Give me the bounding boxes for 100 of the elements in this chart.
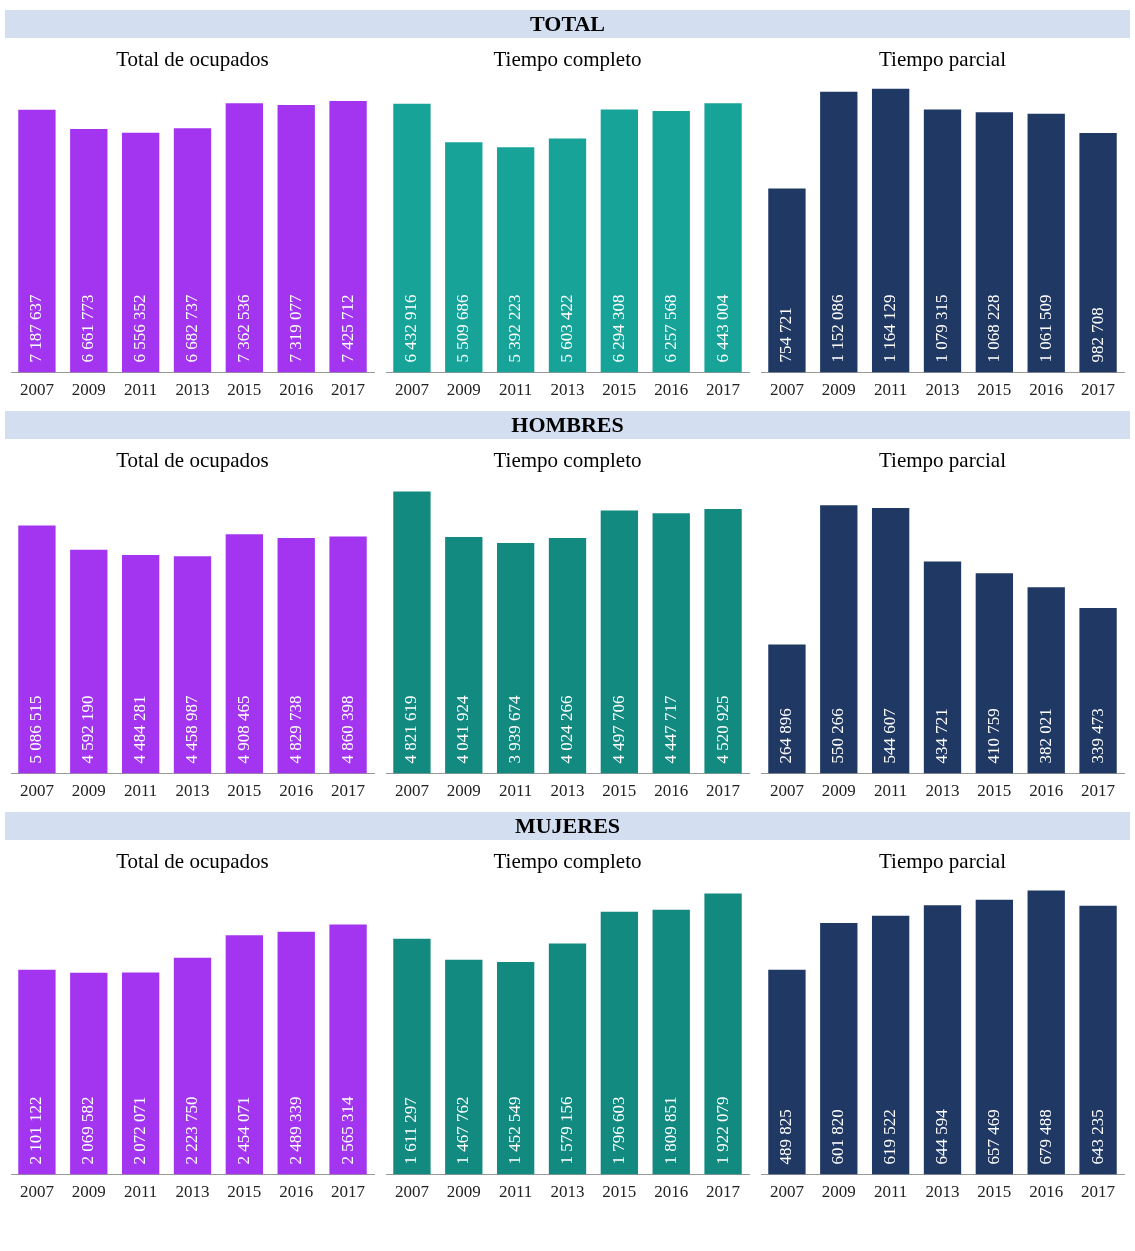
x-tick-label: 2017 <box>331 1182 366 1202</box>
x-tick-label: 2017 <box>1081 1182 1116 1202</box>
x-tick-label: 2017 <box>706 1182 741 1202</box>
bar <box>652 111 690 373</box>
x-tick-label: 2015 <box>977 380 1012 400</box>
data-label: 264 896 <box>776 708 796 764</box>
bar <box>121 554 160 774</box>
x-tick-label: 2011 <box>873 781 908 801</box>
data-label: 434 721 <box>931 708 951 764</box>
x-tick-label: 2016 <box>1029 1182 1064 1202</box>
data-label: 6 661 773 <box>78 294 98 363</box>
x-tick-label: 2011 <box>498 380 533 400</box>
bar <box>548 943 587 1175</box>
bar <box>121 972 160 1175</box>
x-tick-label: 2009 <box>71 1182 106 1202</box>
data-label: 1 579 156 <box>556 1096 576 1165</box>
x-tick-label: 2013 <box>925 781 960 801</box>
data-label: 7 187 637 <box>26 294 46 363</box>
x-tick-label: 2015 <box>602 1182 637 1202</box>
data-label: 2 223 750 <box>181 1096 201 1165</box>
bar <box>329 536 367 774</box>
bar <box>768 644 806 774</box>
bar <box>1027 113 1065 373</box>
bar <box>445 959 483 1175</box>
data-label: 1 079 315 <box>931 294 951 363</box>
data-label: 5 086 515 <box>26 695 46 764</box>
data-label: 1 152 086 <box>828 294 848 363</box>
x-tick-label: 2011 <box>123 781 158 801</box>
bar <box>975 899 1014 1175</box>
bar <box>923 905 962 1175</box>
bar <box>820 505 858 774</box>
data-label: 6 294 308 <box>608 294 628 363</box>
data-label: 4 041 924 <box>453 695 473 764</box>
bar <box>1027 890 1065 1175</box>
data-label: 643 235 <box>1087 1109 1107 1165</box>
data-label: 1 467 762 <box>453 1096 473 1165</box>
x-tick-label: 2007 <box>19 380 55 400</box>
chart-title: TOTAL <box>380 10 755 38</box>
x-tick-label: 2016 <box>279 781 314 801</box>
x-tick-label: 2011 <box>123 1182 158 1202</box>
bar <box>768 188 806 373</box>
x-tick-label: 2017 <box>706 781 741 801</box>
chart-subtitle: Tiempo completo <box>492 46 643 73</box>
x-tick-label: 2007 <box>769 781 805 801</box>
x-tick-label: 2016 <box>279 1182 314 1202</box>
data-label: 2 101 122 <box>26 1096 46 1165</box>
bar <box>548 538 587 774</box>
bar <box>600 510 639 774</box>
data-label: 489 825 <box>776 1109 796 1165</box>
data-label: 679 488 <box>1035 1109 1055 1165</box>
bar <box>393 491 431 774</box>
x-tick-label: 2011 <box>873 1182 908 1202</box>
bar <box>923 109 962 373</box>
data-label: 4 821 619 <box>401 695 421 764</box>
x-tick-label: 2007 <box>19 781 55 801</box>
data-label: 2 454 071 <box>233 1096 253 1165</box>
data-label: 754 721 <box>776 307 796 363</box>
bar <box>277 104 315 373</box>
bar <box>445 537 483 774</box>
data-label: 4 497 706 <box>608 695 628 764</box>
chart-subtitle: Tiempo parcial <box>878 848 1007 875</box>
bar <box>871 508 910 774</box>
data-label: 5 603 422 <box>556 294 576 363</box>
chart-subtitle: Tiempo parcial <box>878 447 1007 474</box>
bar <box>1079 132 1117 373</box>
x-tick-label: 2013 <box>925 1182 960 1202</box>
bar <box>1079 905 1117 1175</box>
x-tick-label: 2016 <box>654 781 689 801</box>
data-label: 4 484 281 <box>130 695 150 764</box>
bar <box>871 88 910 373</box>
bar <box>445 142 483 373</box>
data-label: 410 759 <box>983 708 1003 764</box>
x-tick-label: 2013 <box>175 781 210 801</box>
bar <box>277 538 315 774</box>
data-label: 4 458 987 <box>181 695 201 764</box>
bar <box>704 103 742 373</box>
x-tick-label: 2009 <box>71 781 106 801</box>
bar <box>496 543 535 774</box>
x-tick-label: 2016 <box>654 1182 689 1202</box>
x-tick-label: 2009 <box>821 1182 856 1202</box>
bar <box>70 128 108 373</box>
data-label: 6 257 568 <box>660 294 680 363</box>
data-label: 4 908 465 <box>233 695 253 764</box>
x-tick-label: 2017 <box>331 380 366 400</box>
bar <box>18 109 56 373</box>
bar <box>820 91 858 373</box>
data-label: 6 443 004 <box>712 294 732 363</box>
x-tick-label: 2015 <box>227 781 262 801</box>
x-tick-label: 2017 <box>1081 781 1116 801</box>
x-tick-label: 2013 <box>550 781 585 801</box>
x-tick-label: 2009 <box>446 380 481 400</box>
data-label: 4 447 717 <box>660 695 680 764</box>
data-label: 2 565 314 <box>337 1096 357 1165</box>
x-tick-label: 2007 <box>769 1182 805 1202</box>
bar <box>600 911 639 1175</box>
x-tick-label: 2007 <box>394 781 430 801</box>
data-label: 544 607 <box>880 707 900 764</box>
data-label: 4 829 738 <box>285 695 305 764</box>
x-tick-label: 2017 <box>706 380 741 400</box>
bar <box>225 534 264 774</box>
